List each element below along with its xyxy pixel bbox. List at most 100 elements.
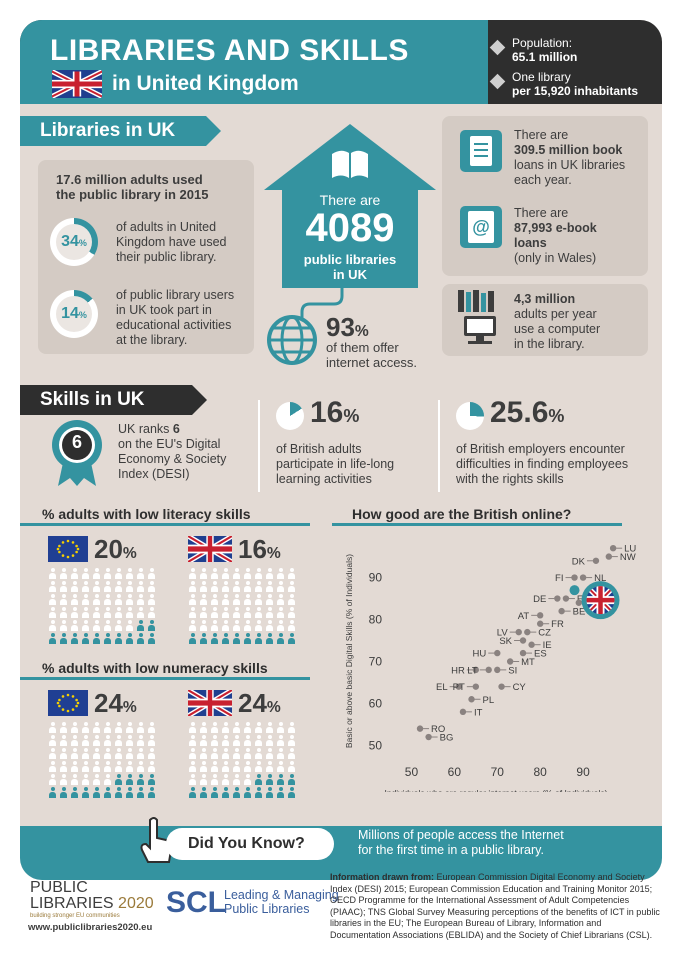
person-icon	[221, 581, 230, 592]
rank-badge-icon	[52, 420, 102, 486]
library-count: 4089	[305, 206, 395, 250]
population-value: 65.1 million	[512, 50, 578, 64]
person-icon	[287, 607, 296, 618]
person-icon	[59, 722, 68, 733]
person-icon	[254, 787, 263, 798]
person-icon	[188, 581, 197, 592]
person-icon	[59, 761, 68, 772]
website-link[interactable]: www.publiclibraries2020.eu	[28, 922, 153, 933]
percent-ring: 34%	[50, 218, 98, 266]
uk-data-point	[569, 585, 580, 596]
point-label: IT	[474, 707, 483, 718]
person-icon	[59, 787, 68, 798]
x-tick-label: 60	[448, 765, 462, 779]
point-label: PT	[453, 682, 465, 693]
globe-icon	[267, 315, 317, 365]
person-icon	[147, 774, 156, 785]
person-icon	[210, 607, 219, 618]
did-you-know-label: Did You Know?	[166, 828, 334, 860]
y-axis-label: Basic or above basic Digital Skills (% o…	[344, 554, 354, 748]
person-icon	[147, 620, 156, 631]
person-icon	[265, 735, 274, 746]
person-icon	[59, 594, 68, 605]
person-icon	[265, 774, 274, 785]
data-point	[575, 599, 582, 606]
person-icon	[232, 594, 241, 605]
public-libraries-2020-logo: PUBLIC LIBRARIES 2020 building stronger …	[30, 879, 154, 920]
person-icon	[232, 607, 241, 618]
person-icon	[70, 722, 79, 733]
person-icon	[265, 633, 274, 644]
person-icon	[254, 607, 263, 618]
point-label: IE	[543, 640, 552, 651]
person-icon	[210, 774, 219, 785]
person-icon	[92, 722, 101, 733]
x-tick-label: 80	[534, 765, 548, 779]
person-icon	[81, 581, 90, 592]
x-tick-label: 90	[576, 765, 590, 779]
employers-pie-icon	[456, 402, 484, 430]
person-icon	[114, 607, 123, 618]
person-icon	[114, 722, 123, 733]
person-icon	[103, 748, 112, 759]
person-icon	[48, 620, 57, 631]
person-icon	[287, 633, 296, 644]
y-tick-label: 90	[369, 571, 383, 585]
data-point	[498, 683, 505, 690]
person-icon	[136, 581, 145, 592]
person-icon	[232, 722, 241, 733]
person-icon	[243, 722, 252, 733]
scl-logo-abbr: SCL	[166, 886, 226, 919]
person-icon	[147, 787, 156, 798]
person-icon	[210, 581, 219, 592]
person-icon	[70, 620, 79, 631]
computer-use-text: 4,3 million adults per year use a comput…	[514, 292, 601, 351]
point-label: SI	[508, 665, 517, 676]
point-label: BG	[440, 733, 454, 744]
person-icon	[103, 774, 112, 785]
house-pre: There are	[319, 192, 381, 208]
point-label: AT	[518, 611, 530, 622]
person-icon	[48, 568, 57, 579]
person-icon	[103, 620, 112, 631]
data-point	[472, 666, 480, 674]
point-label: LT	[467, 665, 478, 676]
person-icon	[147, 748, 156, 759]
person-icon	[114, 581, 123, 592]
person-icon	[48, 594, 57, 605]
person-icon	[243, 748, 252, 759]
person-icon	[254, 722, 263, 733]
percent-ring: 14%	[50, 290, 98, 338]
library-ratio-label: One library	[512, 70, 571, 84]
person-icon	[276, 633, 285, 644]
person-icon	[81, 774, 90, 785]
data-point	[506, 658, 514, 665]
point-label: FR	[551, 619, 564, 630]
point-label: SK	[499, 636, 512, 647]
data-point	[524, 628, 531, 636]
person-icon	[59, 581, 68, 592]
person-icon	[243, 774, 252, 785]
person-icon	[188, 722, 197, 733]
data-point	[558, 607, 565, 615]
literacy-uk-percent: 16%	[238, 534, 281, 564]
adults-stat-text: of adults in United Kingdom have used thei…	[116, 220, 227, 264]
person-icon	[199, 594, 208, 605]
person-icon	[103, 607, 112, 618]
book-icon	[460, 130, 502, 172]
person-icon	[70, 787, 79, 798]
data-point	[554, 595, 561, 602]
person-icon	[254, 761, 263, 772]
person-icon	[210, 633, 219, 644]
person-icon	[114, 568, 123, 579]
person-icon	[92, 633, 101, 644]
person-icon	[232, 748, 241, 759]
person-icon	[243, 581, 252, 592]
person-icon	[147, 594, 156, 605]
person-icon	[199, 581, 208, 592]
data-point	[519, 649, 527, 657]
person-icon	[221, 761, 230, 772]
person-icon	[81, 594, 90, 605]
computer-icon	[458, 290, 496, 344]
person-icon	[59, 748, 68, 759]
